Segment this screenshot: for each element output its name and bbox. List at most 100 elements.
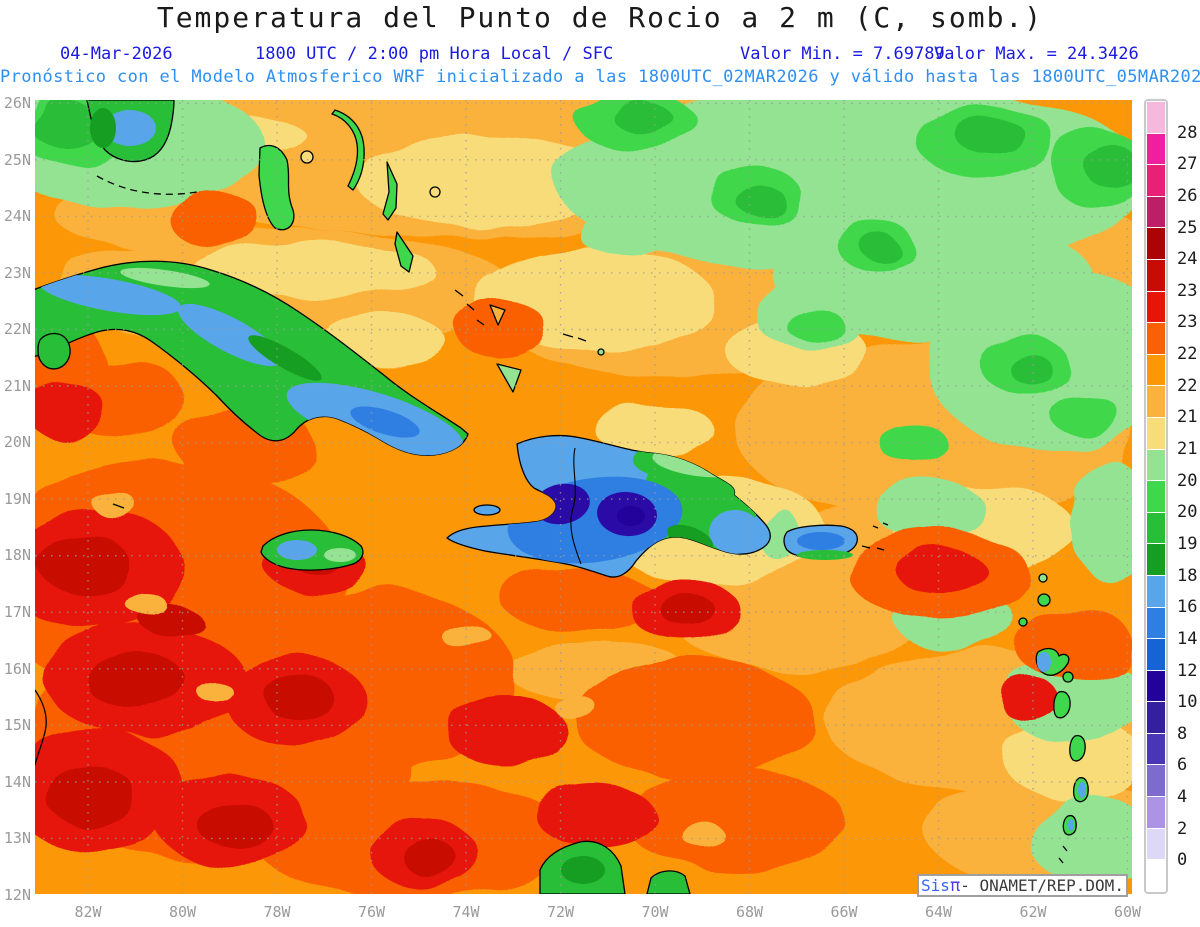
- colorbar-segments: [1147, 102, 1165, 891]
- colorbar-segment: [1147, 702, 1165, 734]
- colorbar-tick-label: 20.5: [1177, 470, 1200, 491]
- page-title: Temperatura del Punto de Rocio a 2 m (C,…: [156, 1, 1044, 34]
- cuba-island: [35, 260, 469, 456]
- colorbar-tick-label: 0: [1177, 850, 1188, 871]
- lat-label: 22N: [3, 320, 31, 339]
- lon-label: 64W: [924, 903, 953, 921]
- lon-label: 80W: [168, 903, 197, 921]
- colorbar-tick-label: 4: [1177, 787, 1188, 808]
- watermark-pi-icon: π: [949, 875, 961, 896]
- colorbar-segment: [1147, 386, 1165, 418]
- lon-label: 78W: [263, 903, 291, 921]
- coastlines-layer: [35, 100, 1089, 894]
- florida-peninsula: [86, 100, 198, 195]
- map-canvas: [35, 100, 1132, 894]
- bahamas-islands: [258, 109, 605, 393]
- colorbar-tick-label: 2: [1177, 818, 1188, 839]
- colorbar-segment: [1147, 196, 1165, 229]
- lat-label: 16N: [3, 659, 31, 678]
- colorbar-tick-label: 8: [1177, 723, 1188, 744]
- colorbar-segment: [1147, 765, 1165, 798]
- lat-label: 24N: [3, 207, 31, 226]
- colorbar-segment: [1147, 512, 1165, 545]
- colorbar-segment: [1147, 733, 1165, 766]
- colorbar-segment: [1147, 165, 1165, 197]
- forecast-time: 1800 UTC / 2:00 pm Hora Local / SFC: [255, 44, 614, 64]
- colorbar-segment: [1147, 102, 1165, 134]
- colorbar-tick-label: 19: [1177, 533, 1198, 554]
- colorbar-tick-label: 14: [1177, 628, 1198, 649]
- colorbar-segment: [1147, 544, 1165, 576]
- lon-label: 82W: [74, 903, 102, 921]
- colorbar-tick-label: 18: [1177, 565, 1198, 586]
- colorbar: [1144, 99, 1168, 894]
- colorbar-tick-label: 23.5: [1177, 280, 1200, 301]
- colorbar-tick-label: 22.5: [1177, 344, 1200, 365]
- isla-juventud: [37, 332, 71, 370]
- colorbar-tick-label: 6: [1177, 755, 1188, 776]
- virgin-islands: [872, 522, 889, 551]
- colorbar-segment: [1147, 323, 1165, 355]
- lon-label: 74W: [452, 903, 480, 921]
- florida-keys: [96, 175, 198, 195]
- colorbar-tick-label: 10: [1177, 692, 1198, 713]
- lon-label: 68W: [735, 903, 764, 921]
- haiti-dr-border: [570, 447, 582, 565]
- south-american-coast: [539, 840, 691, 894]
- colorbar-segment: [1147, 639, 1165, 671]
- colorbar-tick-label: 22: [1177, 375, 1198, 396]
- cayman: [112, 503, 125, 509]
- lat-label: 20N: [3, 433, 31, 452]
- colorbar-segment: [1147, 354, 1165, 387]
- colorbar-segment: [1147, 481, 1165, 513]
- colorbar-tick-label: 20: [1177, 502, 1198, 523]
- lon-label: 70W: [641, 903, 669, 921]
- forecast-date: 04-Mar-2026: [60, 44, 173, 64]
- colorbar-tick-label: 23: [1177, 312, 1198, 333]
- colorbar-tick-label: 26: [1177, 185, 1198, 206]
- colorbar-tick-label: 21.5: [1177, 407, 1200, 428]
- colorbar-tick-label: 25: [1177, 217, 1198, 238]
- colorbar-segment: [1147, 797, 1165, 829]
- colorbar-segment: [1147, 133, 1165, 166]
- lat-label: 14N: [3, 772, 31, 791]
- lat-label: 12N: [3, 885, 31, 904]
- lon-label: 62W: [1019, 903, 1047, 921]
- colorbar-segment: [1147, 575, 1165, 608]
- value-min: Valor Min. = 7.69789: [740, 44, 945, 64]
- lat-label: 15N: [3, 716, 31, 735]
- lon-label: 76W: [357, 903, 386, 921]
- colorbar-segment: [1147, 259, 1165, 292]
- lat-label: 19N: [3, 489, 31, 508]
- lat-label: 21N: [3, 376, 31, 395]
- lat-label: 13N: [3, 829, 31, 848]
- jamaica-island: [260, 529, 364, 571]
- colorbar-tick-label: 12: [1177, 660, 1198, 681]
- dewpoint-field: [35, 100, 1132, 894]
- lon-label: 66W: [830, 903, 858, 921]
- colorbar-tick-label: 27: [1177, 154, 1198, 175]
- valid-time-line: 04-Mar-2026 1800 UTC / 2:00 pm Hora Loca…: [0, 44, 1200, 64]
- colorbar-segment: [1147, 670, 1165, 703]
- colorbar-tick-label: 24.5: [1177, 249, 1200, 270]
- watermark-text: - ONAMET/REP.DOM.: [960, 876, 1124, 895]
- puerto-rico-island: [783, 524, 871, 560]
- colorbar-tick-label: 16: [1177, 597, 1198, 618]
- lat-label: 17N: [3, 602, 31, 621]
- model-info-line: Pronóstico con el Modelo Atmosferico WRF…: [0, 67, 1200, 87]
- colorbar-segment: [1147, 449, 1165, 482]
- colorbar-segment: [1147, 291, 1165, 324]
- lat-label: 25N: [3, 150, 31, 169]
- colorbar-tick-label: 21: [1177, 439, 1198, 460]
- colorbar-segment: [1147, 228, 1165, 260]
- lon-label: 60W: [1113, 903, 1142, 921]
- gonave-island: [473, 504, 501, 516]
- value-max: Valor Max. = 24.3426: [934, 44, 1139, 64]
- colorbar-segment: [1147, 607, 1165, 640]
- watermark-sis: Sis: [921, 876, 950, 895]
- colorbar-tick-label: 28: [1177, 122, 1198, 143]
- watermark-box: Sis π - ONAMET/REP.DOM.: [917, 874, 1128, 897]
- lat-label: 23N: [3, 263, 31, 282]
- colorbar-segment: [1147, 860, 1165, 891]
